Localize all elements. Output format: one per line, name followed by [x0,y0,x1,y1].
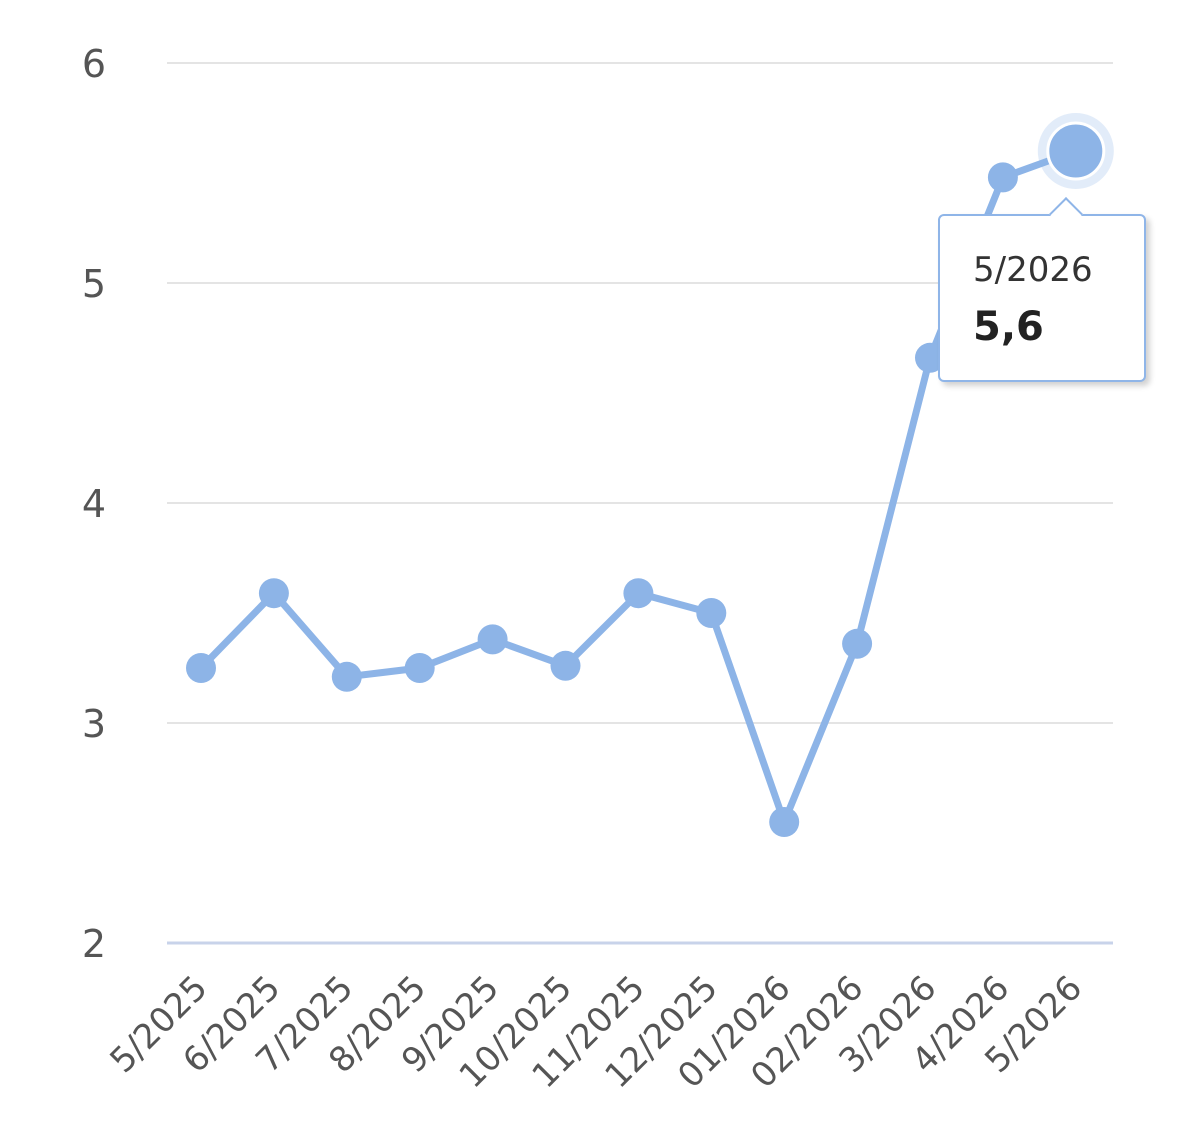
y-tick-label: 6 [82,42,106,86]
data-point [769,807,800,837]
data-point [258,578,289,609]
y-tick-label: 3 [82,702,106,746]
tooltip-label: 5/2026 [973,250,1093,290]
data-point [987,162,1018,193]
y-tick-label: 2 [82,922,106,966]
tooltip-value: 5,6 [973,304,1044,350]
y-tick-label: 5 [82,262,106,306]
data-point [915,342,945,373]
data-point [404,653,435,683]
data-point [696,598,727,628]
data-point [331,661,362,692]
y-tick-label: 4 [82,482,106,526]
data-point [623,578,654,609]
data-point-highlighted [1046,121,1106,181]
data-point [550,650,581,681]
data-tooltip: 5/2026 5,6 [938,197,1146,382]
data-point [477,624,508,655]
data-point [842,628,873,659]
data-point [186,653,216,683]
